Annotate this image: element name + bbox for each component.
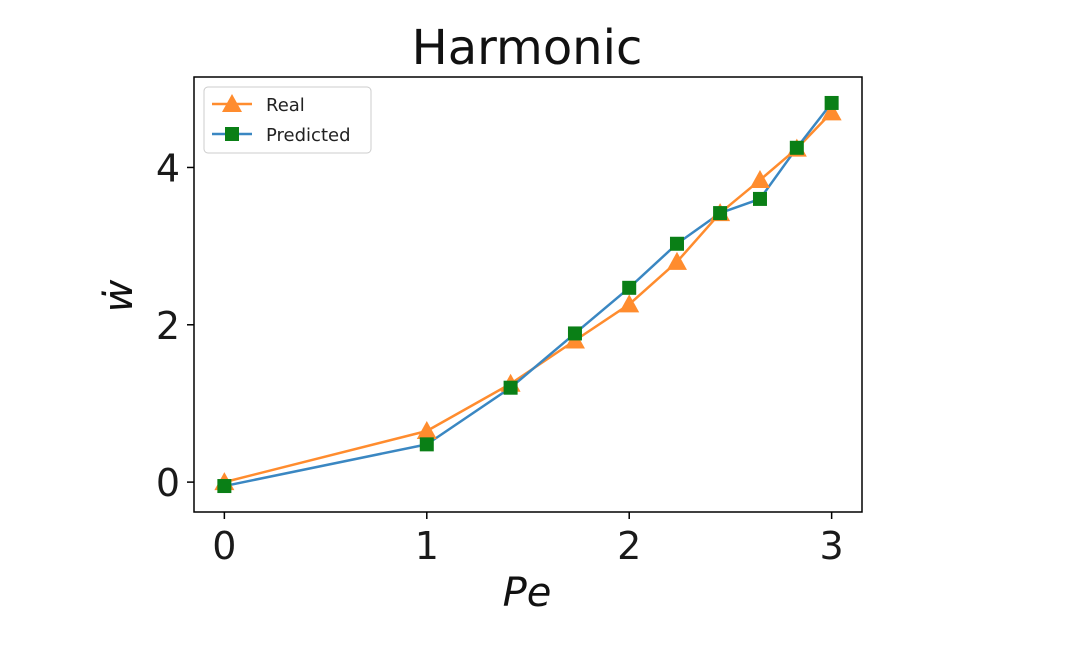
chart-title: Harmonic xyxy=(412,20,643,76)
data-point-predicted xyxy=(669,236,684,251)
series-lines xyxy=(224,102,833,488)
y-axis-ticks: 0 2 4 xyxy=(156,146,194,505)
data-point-predicted xyxy=(503,380,518,395)
x-tick-label: 3 xyxy=(820,524,844,568)
legend-label-predicted: Predicted xyxy=(266,125,351,146)
data-point-real xyxy=(666,251,687,270)
legend-label-real: Real xyxy=(266,95,305,116)
data-point-predicted xyxy=(217,479,232,494)
y-tick-label: 2 xyxy=(156,304,180,348)
series-line-predicted xyxy=(224,102,833,488)
plot-area-frame xyxy=(193,76,863,513)
y-tick-label: 0 xyxy=(156,461,180,505)
data-point-real xyxy=(619,294,640,313)
data-point-real xyxy=(821,102,842,121)
legend-marker-predicted xyxy=(225,127,239,141)
data-point-real xyxy=(749,170,770,189)
y-axis-label: ẇ xyxy=(96,279,142,312)
data-point-predicted xyxy=(622,280,637,295)
legend: Real Predicted xyxy=(203,86,372,154)
data-point-predicted xyxy=(789,140,804,155)
y-tick-label: 4 xyxy=(156,146,180,190)
data-point-predicted xyxy=(419,437,434,452)
x-tick-label: 1 xyxy=(415,524,439,568)
data-point-real xyxy=(416,420,437,439)
data-point-predicted xyxy=(752,191,767,206)
data-point-predicted xyxy=(713,206,728,221)
legend-marker-real xyxy=(222,94,242,112)
x-tick-label: 0 xyxy=(212,524,236,568)
x-axis-ticks: 0 1 2 3 xyxy=(212,512,844,568)
series-line-real xyxy=(224,111,833,484)
series-markers xyxy=(214,95,842,494)
x-axis-label: Pe xyxy=(503,570,552,616)
x-tick-label: 2 xyxy=(617,524,641,568)
data-point-predicted xyxy=(567,326,582,341)
data-point-predicted xyxy=(824,95,839,110)
